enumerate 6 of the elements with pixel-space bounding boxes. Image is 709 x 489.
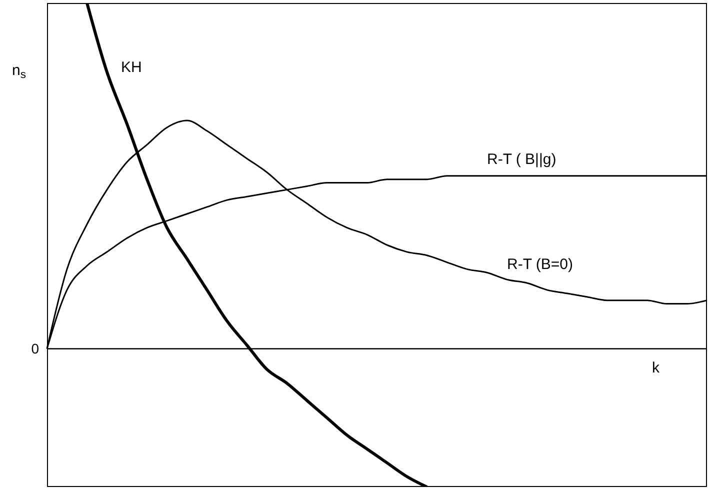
y-axis-title: n$_{s}$ [12, 62, 26, 82]
series-label: KH [121, 59, 142, 76]
x-axis-title: k [652, 360, 660, 377]
text: 0 [31, 340, 40, 357]
series-label: R-T ( B||g) [487, 150, 556, 168]
series-label: R-T (B=0) [507, 256, 573, 274]
